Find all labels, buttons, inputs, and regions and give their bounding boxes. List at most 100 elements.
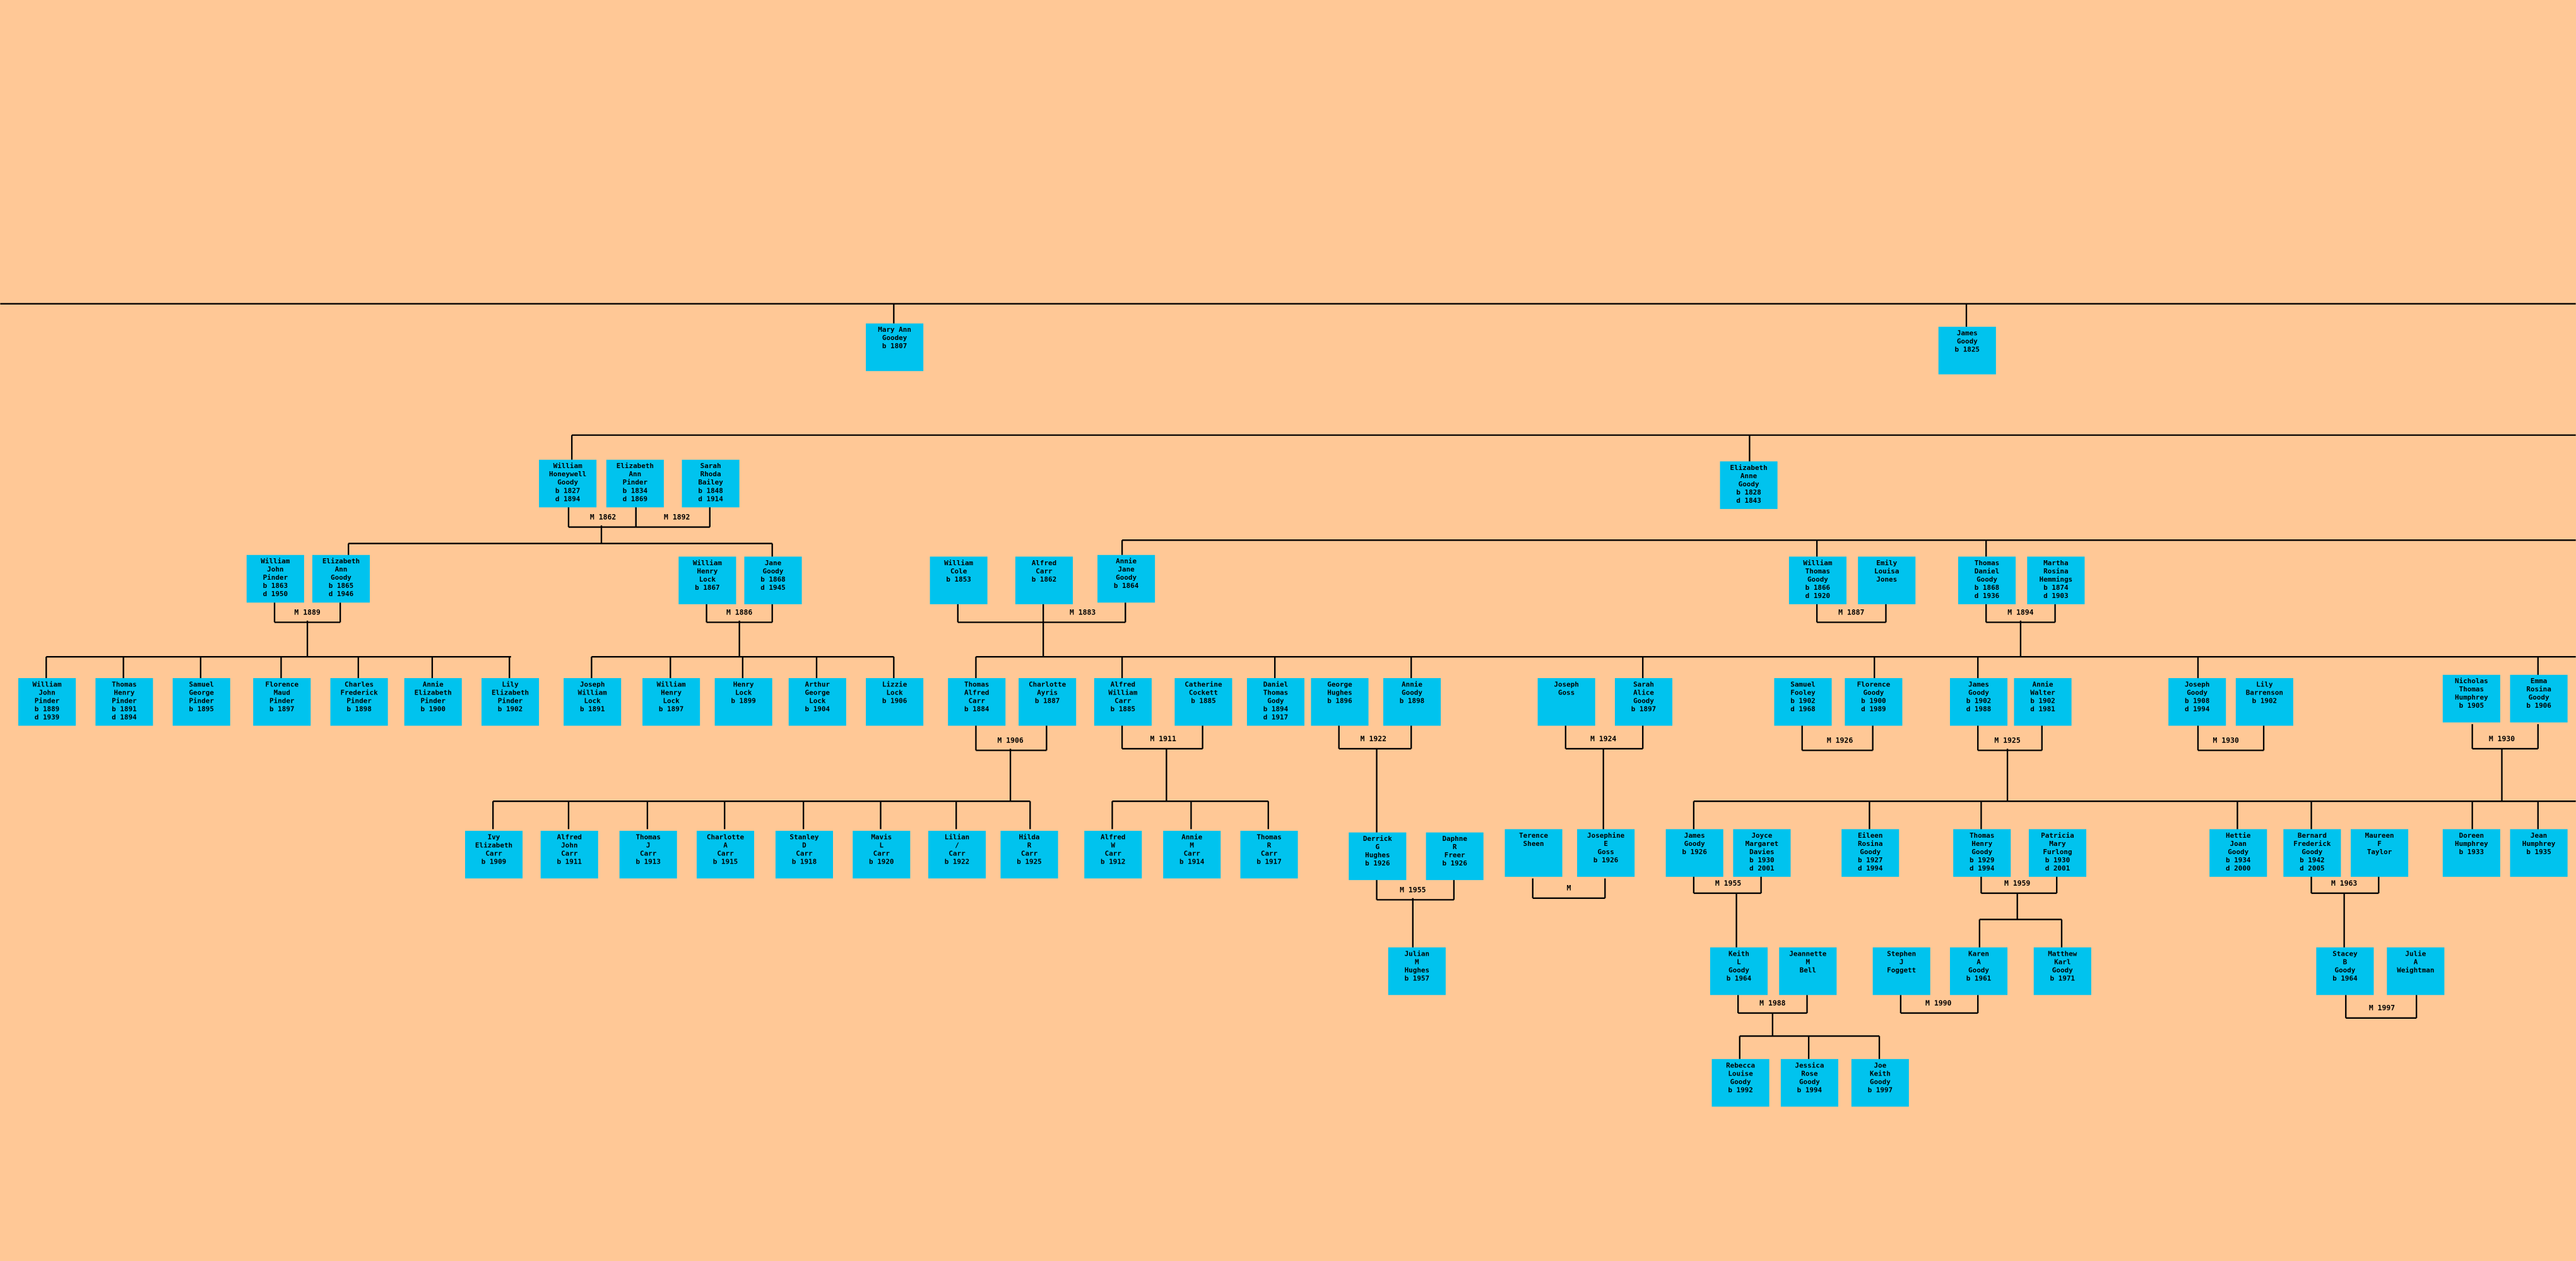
person-text: Sarah (700, 462, 721, 470)
person-text: b 1891 (580, 705, 605, 713)
person-text: Frederick (340, 688, 378, 696)
person-text: Carr (948, 849, 966, 857)
person-text: b 1885 (1111, 705, 1135, 713)
person-text: Martha (2043, 559, 2068, 567)
person-box (1577, 829, 1635, 877)
person-text: Maureen (2365, 831, 2394, 840)
person-text: Joyce (1751, 831, 1772, 840)
person-text: Pinder (346, 696, 372, 705)
person-text: Florence (1857, 680, 1891, 688)
person-text: Thomas (964, 680, 989, 688)
person-text: b 1926 (1682, 848, 1706, 856)
person-text: Thomas (1970, 831, 1994, 840)
person-text: b 1997 (1868, 1086, 1893, 1094)
person-text: b 1917 (1256, 858, 1281, 866)
person-box (253, 677, 311, 726)
person-box (1094, 677, 1152, 726)
person-box (1720, 461, 1778, 509)
person-text: Daniel (1975, 567, 1999, 575)
person-text: b 1853 (946, 575, 971, 584)
person-text: b 1920 (869, 858, 894, 866)
person-text: b 1898 (346, 705, 371, 713)
person-box (1858, 556, 1916, 604)
person-text: W (1111, 841, 1116, 849)
marriage-label: M (1567, 884, 1571, 893)
person-box (1953, 829, 2011, 877)
person-text: Florence (265, 680, 298, 688)
marriage-label: M 1925 (1994, 736, 2020, 744)
person-text: b 1902 (2252, 696, 2277, 705)
person-text: William (578, 688, 607, 696)
person-text: b 1891 (112, 705, 137, 713)
person-box (1388, 947, 1446, 995)
person-text: Eileen (1858, 831, 1882, 840)
person-text: Doreen (2459, 831, 2484, 840)
person-box (1240, 831, 1298, 879)
person-text: d 1950 (263, 590, 288, 598)
person-text: b 1913 (635, 858, 660, 866)
person-text: b 1896 (1327, 696, 1352, 705)
person-text: D (802, 841, 806, 849)
person-text: d 1994 (2185, 705, 2210, 713)
person-text: b 1874 (2043, 584, 2069, 592)
person-text: M (1806, 958, 1811, 966)
person-text: Alfred (1032, 559, 1056, 567)
person-text: J (646, 841, 651, 849)
person-text: d 2001 (2045, 864, 2071, 872)
person-text: Sarah (1633, 680, 1654, 688)
person-text: b 1887 (1035, 696, 1060, 705)
person-text: b 1902 (1790, 696, 1815, 705)
person-text: Catherine (1185, 680, 1222, 688)
person-text: d 1994 (1970, 864, 1995, 872)
person-text: Goody (1799, 1077, 1820, 1086)
person-text: b 1915 (713, 858, 738, 866)
person-box (1311, 677, 1369, 726)
person-text: d 1994 (1858, 864, 1883, 872)
marriage-label: M 1955 (1715, 879, 1741, 888)
person-text: L (880, 841, 884, 849)
person-text: d 1981 (2030, 705, 2055, 713)
person-text: b 1900 (420, 705, 445, 713)
person-text: d 1917 (1263, 713, 1288, 721)
person-text: d 1968 (1790, 705, 1815, 713)
person-text: Goody (2187, 688, 2207, 696)
person-text: Alfred (1111, 680, 1135, 688)
person-text: Henry (697, 567, 718, 575)
person-text: F (2377, 840, 2382, 848)
person-text: Carr (1021, 849, 1038, 857)
person-text: Thomas (1263, 688, 1288, 696)
marriage-label: M 1922 (1361, 734, 1386, 743)
person-text: Carr (969, 696, 986, 705)
person-text: Hemmings (2040, 575, 2073, 584)
person-text: b 1902 (2030, 696, 2055, 705)
person-text: b 1961 (1966, 974, 1992, 982)
person-box (678, 556, 736, 604)
person-text: Carr (1036, 567, 1053, 575)
person-text: Fooley (1790, 688, 1816, 696)
person-text: Henry (1971, 840, 1992, 848)
person-text: d 1988 (1966, 705, 1991, 713)
person-text: d 1946 (329, 590, 353, 598)
person-text: Charlotte (707, 833, 745, 841)
person-text: Goody (1684, 840, 1705, 848)
person-box (1779, 947, 1837, 995)
person-text: Lock (699, 575, 716, 584)
person-text: b 1926 (1593, 856, 1618, 864)
person-text: Humphrey (2522, 840, 2556, 848)
person-box (312, 554, 370, 603)
person-text: Alice (1633, 688, 1654, 696)
person-text: Rosina (1858, 840, 1882, 848)
person-text: b 1834 (623, 486, 648, 495)
marriage-label: M 1892 (664, 512, 690, 521)
person-box (2235, 677, 2293, 726)
marriage-label: M 1955 (1400, 885, 1426, 894)
person-text: b 1911 (557, 858, 582, 866)
person-text: Carr (796, 849, 813, 857)
person-text: Lock (809, 696, 826, 705)
person-text: Jones (1876, 575, 1897, 584)
person-text: b 1918 (792, 858, 817, 866)
person-text: Jean (2531, 831, 2547, 840)
person-text: b 1934 (2226, 856, 2251, 864)
person-text: b 1868 (1975, 584, 1999, 592)
